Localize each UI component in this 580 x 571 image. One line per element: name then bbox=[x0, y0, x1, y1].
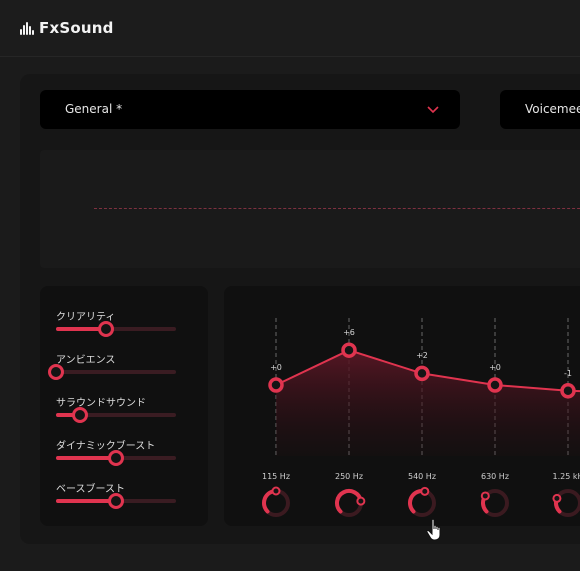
effect-label: ダイナミックブースト bbox=[56, 441, 156, 452]
effect-dynamic-boost: ダイナミックブースト bbox=[56, 437, 176, 473]
effect-slider[interactable] bbox=[48, 364, 176, 380]
band-gain-label: +6 bbox=[343, 328, 355, 338]
slider-fill bbox=[56, 456, 116, 460]
equalizer-logo-icon bbox=[20, 21, 35, 35]
slider-handle[interactable] bbox=[98, 321, 114, 337]
band-frequency-label: 250 Hz bbox=[334, 472, 364, 481]
visualizer-baseline bbox=[94, 208, 580, 209]
chevron-down-icon bbox=[427, 106, 439, 114]
effect-slider[interactable] bbox=[56, 493, 176, 509]
band-knob-handle[interactable] bbox=[271, 486, 281, 496]
eq-band-handle[interactable] bbox=[341, 342, 357, 358]
output-device-label: Voicemee bbox=[525, 102, 580, 116]
slider-fill bbox=[56, 499, 116, 503]
eq-band-handle[interactable] bbox=[268, 377, 284, 393]
slider-handle[interactable] bbox=[72, 407, 88, 423]
band-frequency-label: 1.25 kH bbox=[552, 472, 580, 481]
band-knob-handle[interactable] bbox=[356, 496, 366, 506]
band-gain-label: +0 bbox=[270, 363, 282, 372]
effect-surround: サラウンドサウンド bbox=[56, 394, 176, 430]
slider-handle[interactable] bbox=[108, 493, 124, 509]
slider-fill bbox=[56, 327, 106, 331]
equalizer-panel: +0 +6 +2 +0 -1 115 Hz 250 Hz 540 Hz 630 … bbox=[224, 286, 580, 526]
effect-label: サラウンドサウンド bbox=[56, 398, 146, 409]
effect-slider[interactable] bbox=[56, 407, 176, 423]
band-knob-handle[interactable] bbox=[552, 493, 562, 503]
app-logo: FxSound bbox=[20, 19, 114, 37]
spectrum-visualizer bbox=[40, 150, 580, 268]
eq-band-handle[interactable] bbox=[487, 377, 503, 393]
effect-clarity: クリアリティ bbox=[56, 308, 176, 344]
eq-curve-area bbox=[276, 350, 580, 456]
preset-dropdown-label: General * bbox=[65, 102, 123, 116]
effect-ambience: アンビエンス bbox=[48, 351, 176, 387]
effect-label: アンビエンス bbox=[56, 355, 116, 366]
hand-pointer-cursor-icon bbox=[426, 518, 441, 541]
band-gain-label: +0 bbox=[489, 363, 501, 372]
band-knob-arc[interactable] bbox=[335, 489, 363, 514]
band-frequency-label: 630 Hz bbox=[480, 472, 510, 481]
effects-panel: クリアリティ アンビエンス サラウンドサウンド ダイナミックブースト ベースブー… bbox=[40, 286, 208, 526]
slider-handle[interactable] bbox=[108, 450, 124, 466]
slider-handle[interactable] bbox=[48, 364, 64, 380]
band-knob-handle[interactable] bbox=[480, 491, 490, 501]
eq-band-handle[interactable] bbox=[560, 383, 576, 399]
effect-bass-boost: ベースブースト bbox=[56, 480, 176, 516]
effect-label: クリアリティ bbox=[56, 312, 116, 323]
band-frequency-label: 540 Hz bbox=[407, 472, 437, 481]
band-gain-label: +2 bbox=[416, 351, 428, 361]
band-knob-handle[interactable] bbox=[420, 486, 430, 496]
eq-band-handle[interactable] bbox=[414, 365, 430, 382]
output-device-dropdown[interactable]: Voicemee bbox=[500, 90, 580, 129]
preset-dropdown[interactable]: General * bbox=[40, 90, 460, 129]
band-frequency-label: 115 Hz bbox=[261, 472, 291, 481]
slider-fill bbox=[56, 413, 80, 417]
effect-slider[interactable] bbox=[56, 450, 176, 466]
effect-label: ベースブースト bbox=[56, 484, 125, 495]
equalizer-graph bbox=[262, 318, 580, 517]
title-bar: FxSound bbox=[0, 0, 580, 57]
effect-slider[interactable] bbox=[56, 321, 176, 337]
band-gain-label: -1 bbox=[564, 368, 572, 378]
app-title: FxSound bbox=[39, 19, 114, 37]
